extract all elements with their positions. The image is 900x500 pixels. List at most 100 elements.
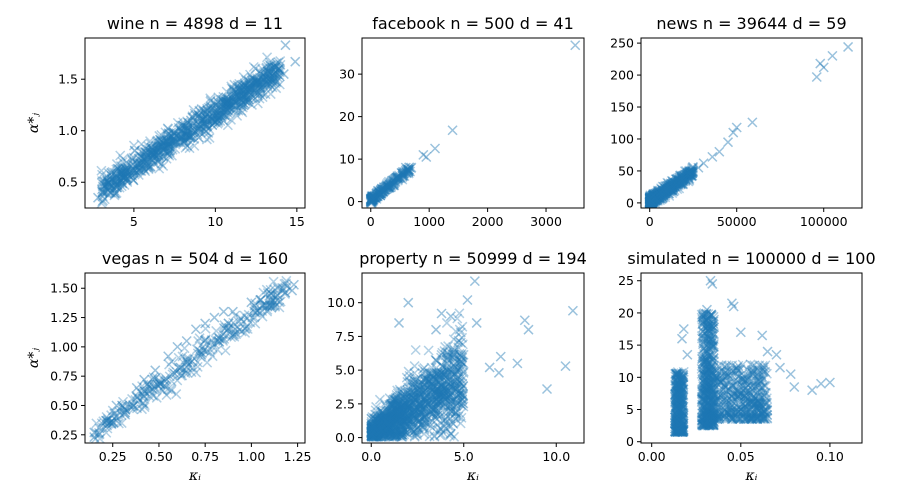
news-point: [644, 193, 655, 204]
wine-point: [270, 63, 281, 74]
wine-point: [233, 83, 244, 94]
facebook-point: [366, 192, 377, 203]
wine-point: [162, 140, 173, 151]
vegas-point: [110, 412, 121, 423]
news-point: [815, 58, 826, 69]
news-point: [651, 187, 662, 198]
news-point: [656, 191, 667, 202]
news-point: [645, 197, 656, 208]
facebook-point: [384, 180, 395, 191]
wine-point: [99, 180, 110, 191]
wine-point: [163, 145, 174, 156]
wine-point: [184, 133, 195, 144]
news-point: [675, 178, 686, 189]
news-point: [645, 196, 656, 207]
wine-point: [211, 113, 222, 124]
wine-point: [140, 166, 151, 177]
news-point: [664, 183, 675, 194]
wine-point: [146, 154, 157, 165]
wine-point: [99, 187, 110, 198]
wine-point: [128, 140, 139, 151]
news-point: [644, 197, 655, 208]
news-point: [644, 199, 655, 208]
property-point: [389, 410, 400, 421]
wine-point: [206, 114, 218, 125]
news-point: [668, 182, 679, 193]
news-point: [682, 171, 693, 182]
vegas-point: [265, 284, 276, 295]
wine-point: [251, 77, 262, 88]
news-point: [654, 191, 665, 202]
wine-point: [192, 123, 203, 134]
facebook-point: [368, 191, 379, 202]
property-point: [367, 412, 378, 423]
news-point: [646, 192, 657, 203]
news-point: [646, 195, 657, 206]
vegas-point: [262, 288, 273, 299]
wine-point: [145, 136, 156, 147]
wine-point: [117, 163, 128, 174]
vegas-point: [232, 321, 243, 332]
property-point: [431, 389, 442, 400]
wine-point: [210, 113, 222, 124]
property-point: [405, 425, 417, 436]
wine-point: [233, 99, 244, 110]
property-point: [383, 418, 394, 429]
vegas-point: [124, 399, 135, 410]
property-point: [440, 400, 451, 411]
wine-point: [230, 96, 241, 107]
property-point: [405, 377, 416, 388]
wine-point: [127, 159, 138, 170]
wine-point: [193, 123, 204, 134]
vegas-point: [134, 386, 145, 397]
vegas-point: [217, 334, 228, 345]
property-point: [436, 380, 447, 391]
vegas-point: [101, 415, 112, 426]
wine-point: [215, 97, 226, 108]
vegas-point: [111, 411, 122, 422]
wine-point: [170, 137, 181, 148]
property-point: [415, 398, 426, 409]
wine-point: [156, 136, 167, 147]
wine-point: [210, 108, 221, 119]
news-point: [645, 196, 656, 207]
news-point: [651, 191, 662, 202]
wine-point: [152, 145, 163, 156]
wine-point: [254, 66, 266, 77]
wine-point: [236, 105, 247, 116]
wine-point: [97, 191, 108, 202]
wine-point: [111, 182, 122, 193]
wine-point: [164, 147, 175, 158]
wine-point: [193, 132, 204, 143]
wine-point: [101, 176, 113, 187]
wine-point: [223, 93, 234, 104]
facebook-point: [368, 191, 379, 202]
property-point: [368, 430, 379, 441]
news-point: [652, 192, 663, 203]
news-point: [683, 167, 694, 178]
wine-point: [197, 114, 208, 125]
vegas-point: [175, 368, 186, 379]
wine-point: [108, 185, 119, 196]
wine-point: [127, 165, 138, 176]
news-point: [645, 195, 656, 206]
facebook-point: [382, 182, 393, 193]
news-point: [647, 197, 658, 208]
wine-point: [226, 90, 238, 101]
news-point: [698, 158, 709, 169]
wine-point: [182, 116, 193, 127]
wine-point: [151, 140, 162, 151]
news-point: [669, 177, 681, 188]
facebook-point: [372, 190, 383, 202]
facebook-point: [367, 195, 378, 206]
property-point: [414, 404, 425, 415]
news-point: [651, 190, 662, 201]
news-point: [658, 185, 669, 197]
news-point: [651, 189, 662, 200]
facebook-point: [375, 190, 386, 201]
wine-point: [238, 89, 249, 100]
property-point: [414, 410, 425, 421]
wine-point: [158, 136, 169, 147]
facebook-point: [366, 196, 377, 208]
wine-point: [97, 195, 109, 206]
